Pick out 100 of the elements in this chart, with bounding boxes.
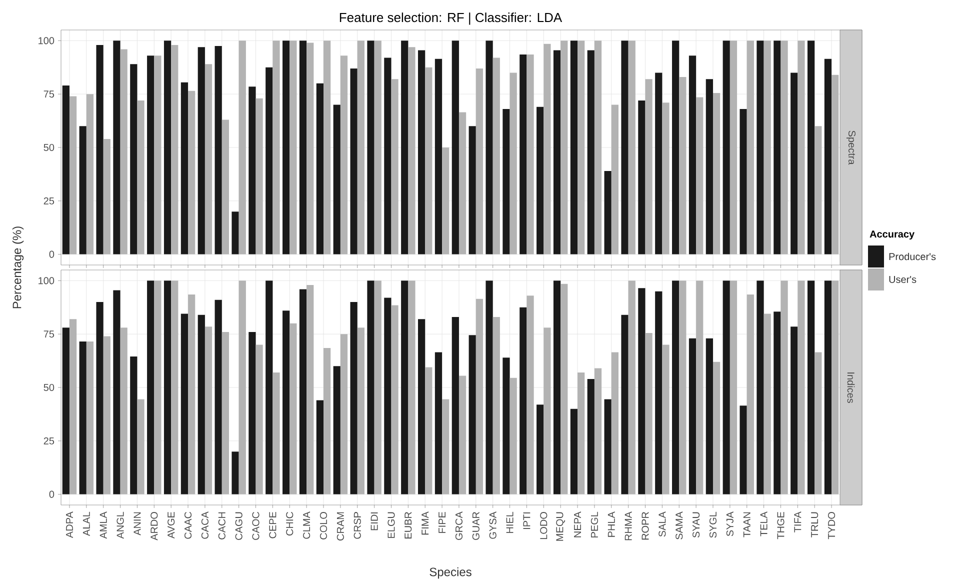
bar xyxy=(96,44,104,254)
bar xyxy=(290,40,297,254)
x-tick-label: GYSA xyxy=(489,512,496,539)
bar xyxy=(740,406,747,494)
x-tick-label: TYDO xyxy=(828,512,836,540)
x-tick-label: ANIN xyxy=(134,512,141,536)
bar xyxy=(374,40,382,254)
bar xyxy=(238,40,246,254)
bar xyxy=(357,328,364,494)
bar xyxy=(62,86,70,254)
bar xyxy=(570,40,578,254)
bar xyxy=(645,333,652,494)
y-tick-label: 75 xyxy=(44,90,54,98)
bar xyxy=(604,399,612,494)
bar xyxy=(468,126,476,254)
bar xyxy=(476,68,484,254)
bar xyxy=(824,58,832,254)
bar xyxy=(333,104,340,254)
bar xyxy=(164,280,172,494)
bar xyxy=(510,378,517,494)
bar xyxy=(730,40,738,254)
x-tick-label: NEPA xyxy=(574,512,581,538)
bar xyxy=(214,46,222,254)
bar xyxy=(130,356,138,494)
bar xyxy=(655,291,662,494)
bar xyxy=(272,40,280,254)
bar xyxy=(790,72,798,254)
x-tick-label: THGE xyxy=(777,512,784,540)
bar xyxy=(520,307,527,494)
x-tick-label: CACH xyxy=(218,512,226,540)
bar xyxy=(62,328,70,494)
x-tick-label: FIPE xyxy=(438,512,446,533)
bar xyxy=(774,312,781,494)
bar xyxy=(299,289,307,494)
x-tick-label: PHLA xyxy=(608,512,615,537)
bar xyxy=(807,40,815,254)
bar xyxy=(645,79,652,254)
bar xyxy=(696,97,704,254)
bar xyxy=(113,290,120,494)
bar xyxy=(798,280,805,494)
bar xyxy=(756,280,764,494)
bar xyxy=(198,314,205,494)
y-tick-label: 75 xyxy=(44,330,54,338)
x-tick-label: FIMA xyxy=(422,512,429,535)
legend-label: Producer's xyxy=(889,252,936,260)
bar xyxy=(604,170,612,254)
y-tick-label: 50 xyxy=(44,384,54,392)
bar xyxy=(282,310,290,494)
text: Indices xyxy=(847,372,855,403)
x-tick-label: HIEL xyxy=(506,512,514,533)
bar xyxy=(434,352,442,494)
bar xyxy=(367,280,374,494)
bar xyxy=(86,342,94,494)
bar xyxy=(628,40,636,254)
bar xyxy=(662,344,670,494)
bar xyxy=(248,86,256,254)
x-tick-label: ADPA xyxy=(66,512,73,538)
x-tick-label: ALAL xyxy=(82,512,90,536)
bar xyxy=(408,47,416,254)
bar xyxy=(266,280,273,494)
bar xyxy=(578,40,585,254)
bar xyxy=(147,280,154,494)
bar xyxy=(756,40,764,254)
bar xyxy=(86,94,94,254)
bar xyxy=(611,352,618,494)
bar xyxy=(180,314,188,494)
bar xyxy=(418,319,426,494)
x-tick-label: RHMA xyxy=(624,512,632,540)
bar xyxy=(746,294,754,494)
bar xyxy=(391,79,398,254)
bar xyxy=(238,280,246,494)
bar xyxy=(594,40,602,254)
bar xyxy=(712,93,720,254)
bar xyxy=(188,294,196,494)
bar xyxy=(730,280,738,494)
bar xyxy=(103,138,110,254)
legend-label: User's xyxy=(889,276,916,283)
legend-title: Accuracy xyxy=(870,230,915,240)
bar xyxy=(232,212,239,254)
bar xyxy=(357,40,364,254)
bar xyxy=(570,408,578,494)
bar xyxy=(154,280,162,494)
bar xyxy=(814,126,822,254)
bar xyxy=(638,288,646,494)
bar xyxy=(621,314,628,494)
x-tick-label: SAMA xyxy=(676,512,683,540)
x-axis-title: Species xyxy=(430,567,472,579)
y-tick-label: 25 xyxy=(44,437,54,444)
text: Spectra xyxy=(846,130,856,165)
bar xyxy=(662,102,670,254)
bar xyxy=(688,56,696,254)
bar xyxy=(492,58,500,254)
x-tick-label: GRCA xyxy=(455,512,463,540)
bar xyxy=(384,58,392,254)
x-tick-label: CAAC xyxy=(184,512,192,539)
bar xyxy=(204,64,212,254)
y-tick-label: 50 xyxy=(44,144,54,152)
bar xyxy=(544,44,551,254)
bar xyxy=(154,56,162,254)
bar xyxy=(290,323,297,494)
